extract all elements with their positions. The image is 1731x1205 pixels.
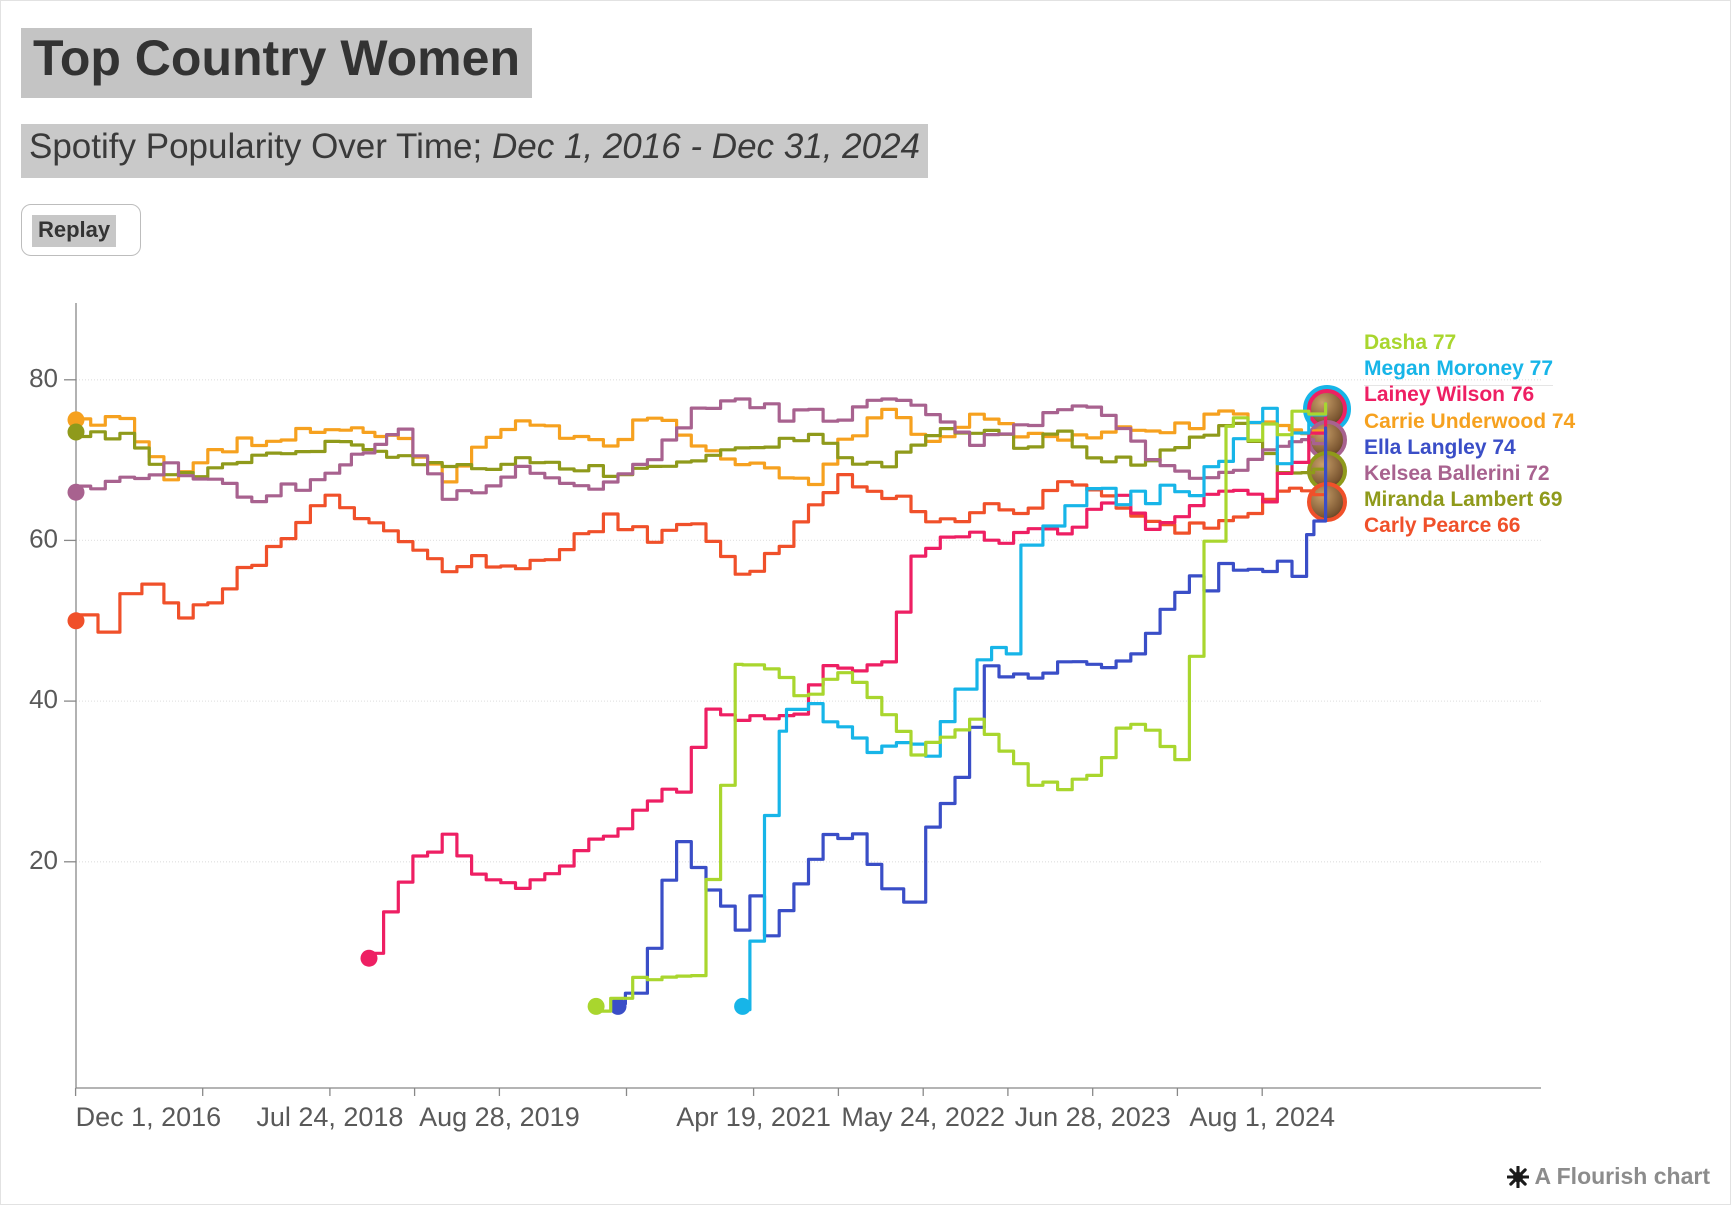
svg-text:60: 60 xyxy=(29,523,58,553)
svg-text:Dec 1, 2016: Dec 1, 2016 xyxy=(76,1102,222,1132)
svg-text:May 24, 2022: May 24, 2022 xyxy=(841,1102,1005,1132)
svg-text:20: 20 xyxy=(29,845,58,875)
svg-text:Jul 24, 2018: Jul 24, 2018 xyxy=(256,1102,403,1132)
svg-text:Aug 28, 2019: Aug 28, 2019 xyxy=(419,1102,580,1132)
svg-text:Apr 19, 2021: Apr 19, 2021 xyxy=(676,1102,831,1132)
svg-text:40: 40 xyxy=(29,684,58,714)
svg-text:Jun 28, 2023: Jun 28, 2023 xyxy=(1015,1102,1171,1132)
svg-text:80: 80 xyxy=(29,363,58,393)
svg-text:Aug 1, 2024: Aug 1, 2024 xyxy=(1189,1102,1335,1132)
